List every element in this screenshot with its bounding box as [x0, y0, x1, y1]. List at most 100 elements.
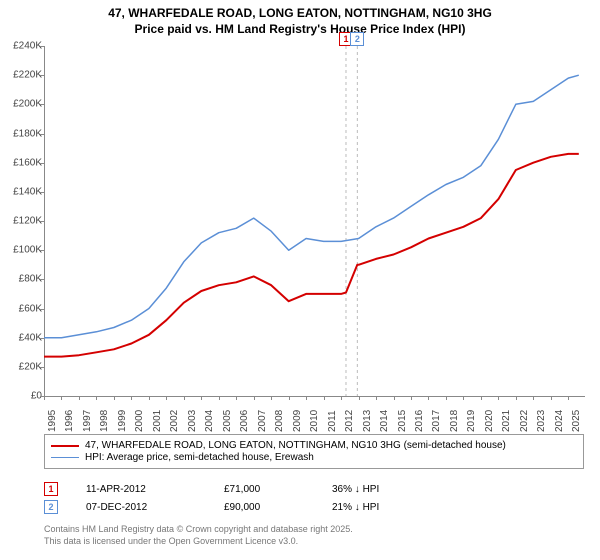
legend-swatch — [51, 457, 79, 459]
x-tick-label: 2000 — [134, 410, 145, 432]
x-tick-mark — [359, 396, 360, 400]
chart-area: £0£20K£40K£60K£80K£100K£120K£140K£160K£1… — [44, 46, 584, 396]
y-tick-mark — [40, 104, 44, 105]
legend-label: HPI: Average price, semi-detached house,… — [85, 452, 314, 463]
x-tick-mark — [341, 396, 342, 400]
x-tick-mark — [324, 396, 325, 400]
y-tick-mark — [40, 250, 44, 251]
x-tick-label: 2022 — [519, 410, 530, 432]
sales-table: 1 11-APR-2012 £71,000 36% ↓ HPI 2 07-DEC… — [44, 478, 584, 518]
x-tick-mark — [236, 396, 237, 400]
sale-row: 2 07-DEC-2012 £90,000 21% ↓ HPI — [44, 500, 584, 514]
x-tick-mark — [131, 396, 132, 400]
series-line-hpi — [44, 75, 579, 338]
series-line-property — [44, 154, 579, 357]
chart-svg — [44, 46, 584, 396]
x-tick-label: 1995 — [47, 410, 58, 432]
x-tick-label: 2015 — [397, 410, 408, 432]
y-tick-mark — [40, 163, 44, 164]
x-tick-label: 2004 — [204, 410, 215, 432]
x-tick-mark — [254, 396, 255, 400]
x-tick-mark — [481, 396, 482, 400]
x-tick-mark — [149, 396, 150, 400]
title-line-2: Price paid vs. HM Land Registry's House … — [0, 22, 600, 38]
y-tick-mark — [40, 192, 44, 193]
chart-marker-2: 2 — [350, 32, 364, 46]
x-tick-mark — [568, 396, 569, 400]
x-tick-mark — [114, 396, 115, 400]
y-tick-mark — [40, 221, 44, 222]
sale-row: 1 11-APR-2012 £71,000 36% ↓ HPI — [44, 482, 584, 496]
footer-attribution: Contains HM Land Registry data © Crown c… — [44, 524, 353, 547]
x-tick-label: 2001 — [152, 410, 163, 432]
y-tick-label: £120K — [13, 216, 42, 227]
sale-date: 07-DEC-2012 — [86, 502, 196, 513]
y-tick-mark — [40, 134, 44, 135]
y-tick-label: £100K — [13, 245, 42, 256]
x-tick-label: 2010 — [309, 410, 320, 432]
x-tick-mark — [411, 396, 412, 400]
x-tick-label: 1999 — [117, 410, 128, 432]
y-tick-label: £200K — [13, 99, 42, 110]
x-tick-label: 2017 — [431, 410, 442, 432]
sale-price: £71,000 — [224, 484, 304, 495]
y-tick-mark — [40, 367, 44, 368]
x-tick-label: 2021 — [501, 410, 512, 432]
y-tick-label: £240K — [13, 41, 42, 52]
y-tick-label: £220K — [13, 70, 42, 81]
x-tick-label: 2011 — [327, 410, 338, 432]
x-tick-mark — [446, 396, 447, 400]
x-tick-mark — [289, 396, 290, 400]
chart-title: 47, WHARFEDALE ROAD, LONG EATON, NOTTING… — [0, 0, 600, 37]
x-tick-label: 2023 — [536, 410, 547, 432]
x-tick-mark — [551, 396, 552, 400]
x-tick-label: 2014 — [379, 410, 390, 432]
x-tick-mark — [376, 396, 377, 400]
y-tick-mark — [40, 75, 44, 76]
x-tick-mark — [166, 396, 167, 400]
x-tick-mark — [498, 396, 499, 400]
legend: 47, WHARFEDALE ROAD, LONG EATON, NOTTING… — [44, 434, 584, 469]
y-tick-mark — [40, 338, 44, 339]
x-tick-mark — [44, 396, 45, 400]
x-tick-label: 2018 — [449, 410, 460, 432]
y-tick-label: £40K — [19, 332, 42, 343]
legend-swatch — [51, 445, 79, 447]
x-tick-label: 2003 — [187, 410, 198, 432]
sale-date: 11-APR-2012 — [86, 484, 196, 495]
x-tick-label: 2007 — [257, 410, 268, 432]
y-tick-label: £80K — [19, 274, 42, 285]
x-tick-mark — [463, 396, 464, 400]
x-tick-mark — [271, 396, 272, 400]
legend-label: 47, WHARFEDALE ROAD, LONG EATON, NOTTING… — [85, 440, 506, 451]
y-tick-label: £180K — [13, 128, 42, 139]
x-tick-label: 2013 — [362, 410, 373, 432]
x-tick-label: 2009 — [292, 410, 303, 432]
title-line-1: 47, WHARFEDALE ROAD, LONG EATON, NOTTING… — [0, 6, 600, 22]
sale-delta: 21% ↓ HPI — [332, 502, 432, 513]
legend-item: HPI: Average price, semi-detached house,… — [51, 452, 577, 463]
x-tick-mark — [533, 396, 534, 400]
chart-container: 47, WHARFEDALE ROAD, LONG EATON, NOTTING… — [0, 0, 600, 560]
x-tick-mark — [428, 396, 429, 400]
sale-marker-2: 2 — [44, 500, 58, 514]
y-tick-label: £60K — [19, 303, 42, 314]
y-tick-mark — [40, 309, 44, 310]
legend-item: 47, WHARFEDALE ROAD, LONG EATON, NOTTING… — [51, 440, 577, 451]
footer-line-2: This data is licensed under the Open Gov… — [44, 536, 353, 548]
x-tick-label: 2006 — [239, 410, 250, 432]
y-tick-mark — [40, 279, 44, 280]
x-tick-mark — [79, 396, 80, 400]
x-tick-mark — [306, 396, 307, 400]
x-tick-label: 1996 — [64, 410, 75, 432]
x-tick-mark — [201, 396, 202, 400]
sale-price: £90,000 — [224, 502, 304, 513]
x-tick-label: 2005 — [222, 410, 233, 432]
x-tick-label: 1997 — [82, 410, 93, 432]
x-tick-mark — [96, 396, 97, 400]
y-tick-mark — [40, 46, 44, 47]
sale-delta: 36% ↓ HPI — [332, 484, 432, 495]
x-tick-label: 2012 — [344, 410, 355, 432]
x-tick-label: 2025 — [571, 410, 582, 432]
y-tick-label: £20K — [19, 361, 42, 372]
